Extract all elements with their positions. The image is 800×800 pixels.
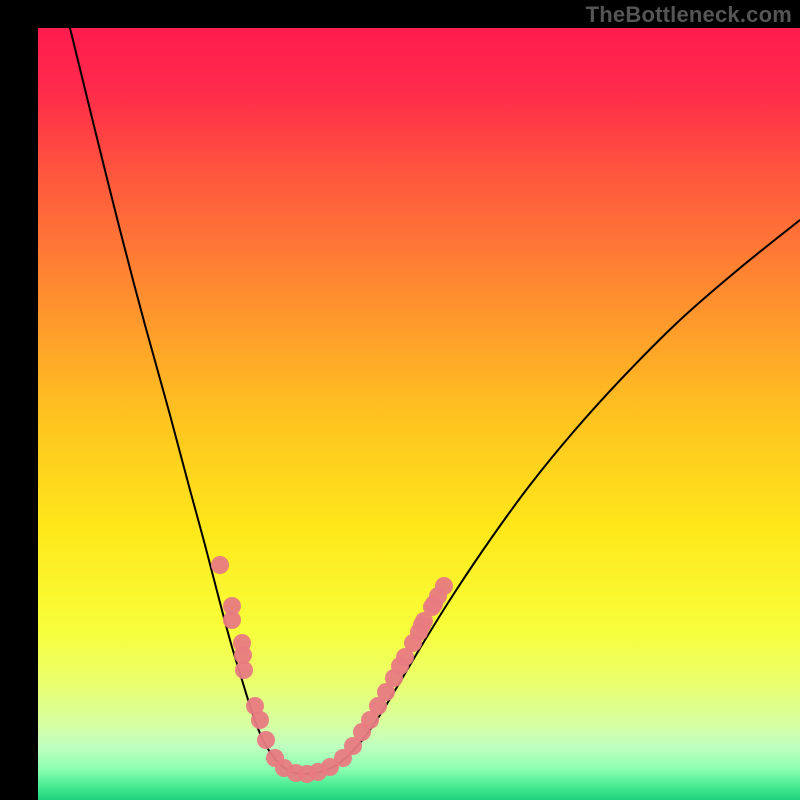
- chart-frame: TheBottleneck.com: [0, 0, 800, 800]
- watermark-text: TheBottleneck.com: [586, 2, 792, 28]
- plot-background: [38, 28, 800, 800]
